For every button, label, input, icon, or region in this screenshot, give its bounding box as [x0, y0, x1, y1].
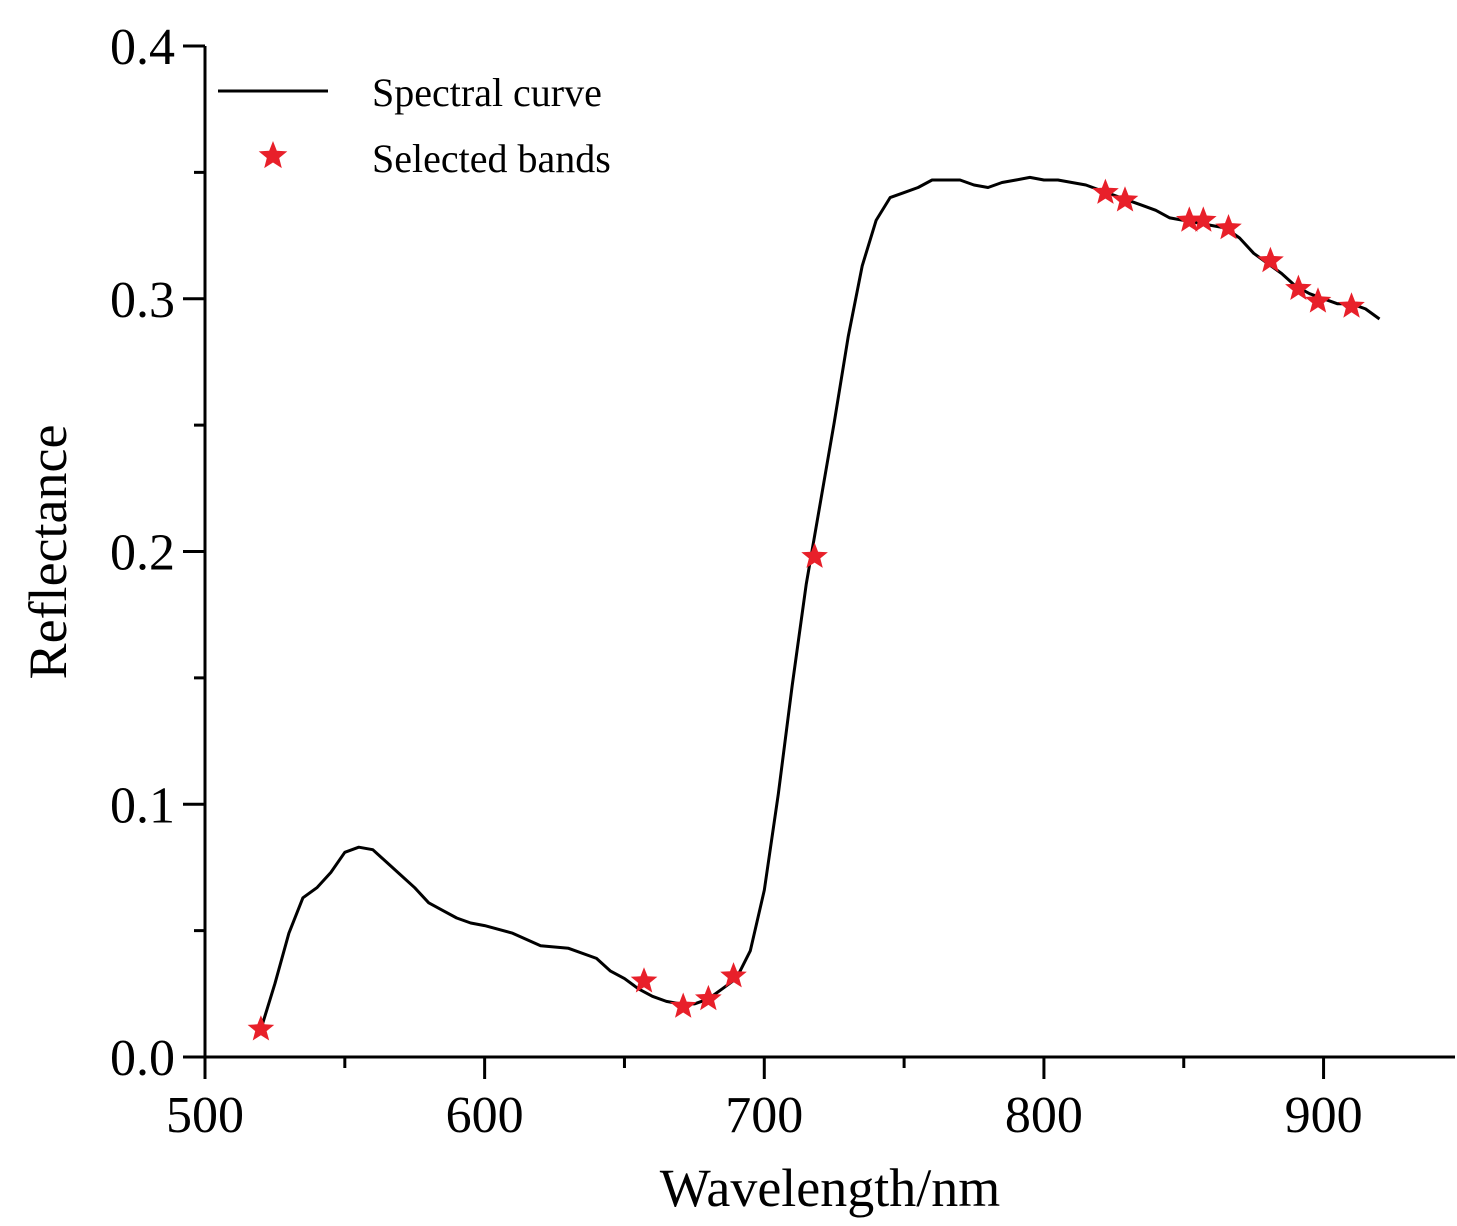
legend-star-swatch — [258, 141, 288, 169]
x-tick-label: 600 — [446, 1087, 524, 1144]
selected-band-star — [1304, 287, 1332, 313]
x-tick-label: 500 — [166, 1087, 244, 1144]
legend-label-spectral-curve: Spectral curve — [372, 70, 602, 115]
x-tick-label: 900 — [1285, 1087, 1363, 1144]
axes — [203, 46, 1455, 1059]
y-ticks: 0.0 0.1 0.2 0.3 0.4 — [110, 19, 205, 1087]
x-tick-label: 800 — [1005, 1087, 1083, 1144]
y-tick-label: 0.2 — [110, 525, 175, 582]
x-tick-label: 700 — [725, 1087, 803, 1144]
selected-band-star — [630, 967, 658, 993]
legend: Spectral curve Selected bands — [218, 70, 611, 181]
selected-band-star — [247, 1015, 275, 1041]
legend-label-selected-bands: Selected bands — [372, 136, 611, 181]
selected-band-star — [1176, 206, 1203, 232]
y-tick-label: 0.1 — [110, 777, 175, 834]
x-axis-label: Wavelength/nm — [660, 1158, 1001, 1218]
selected-band-star — [1190, 206, 1217, 232]
selected-band-star — [1257, 246, 1284, 273]
x-ticks: 500 600 700 800 900 — [166, 1057, 1363, 1144]
selected-band-star — [1338, 292, 1365, 318]
y-axis-label: Reflectance — [18, 425, 78, 680]
plot-area — [247, 175, 1381, 1041]
selected-band-star — [1111, 186, 1139, 212]
selected-band-star — [1215, 214, 1242, 240]
selected-band-star — [669, 992, 697, 1018]
spectral-curve-line — [259, 175, 1381, 1030]
y-tick-label: 0.4 — [110, 19, 175, 76]
y-tick-label: 0.0 — [110, 1030, 175, 1087]
selected-band-star — [801, 542, 828, 568]
y-tick-label: 0.3 — [110, 272, 175, 329]
selected-band-star — [695, 984, 722, 1011]
selected-band-star — [1092, 178, 1119, 204]
selected-band-star — [720, 962, 747, 988]
selected-band-star — [1285, 274, 1312, 300]
